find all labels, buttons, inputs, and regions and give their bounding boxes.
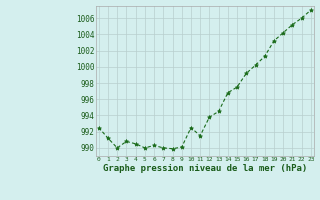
X-axis label: Graphe pression niveau de la mer (hPa): Graphe pression niveau de la mer (hPa) bbox=[103, 164, 307, 173]
